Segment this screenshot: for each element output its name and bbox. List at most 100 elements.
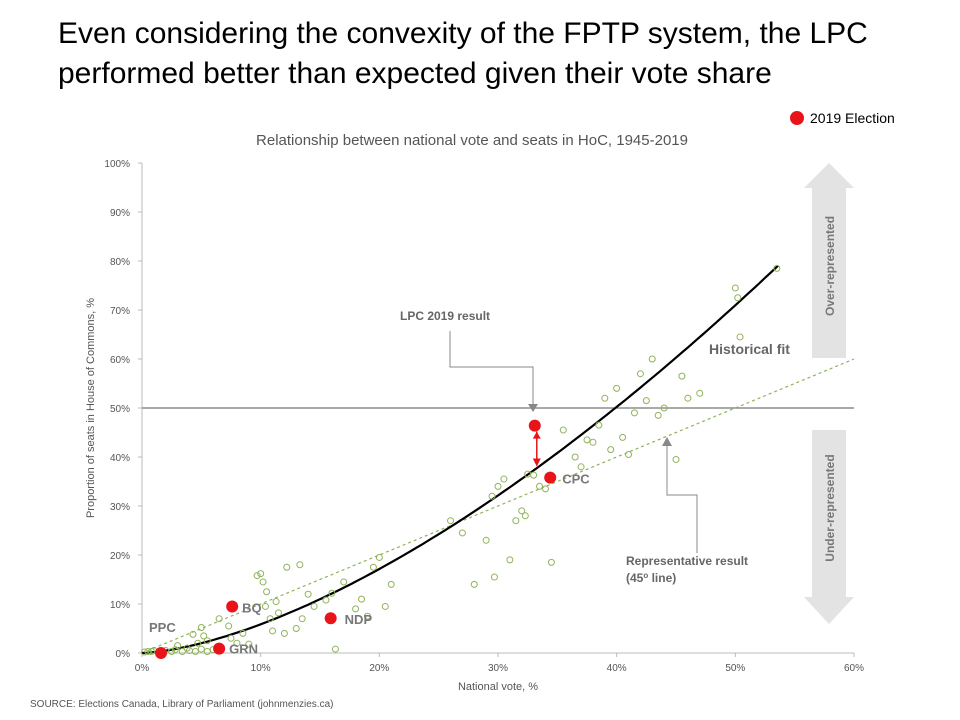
historical-points [140, 264, 781, 656]
representative-callout-arrowhead [662, 437, 672, 446]
historical-point [577, 463, 585, 471]
historical-point [328, 589, 336, 597]
historical-point [178, 648, 186, 656]
historical-point [636, 370, 644, 378]
historical-point [447, 517, 455, 525]
historical-point [322, 596, 330, 604]
party-point-ndp [324, 612, 337, 625]
party-point-bq [226, 600, 239, 613]
y-tick-label: 90% [110, 208, 130, 219]
historical-point [470, 580, 478, 588]
historical-point [506, 556, 514, 564]
historical-point [625, 451, 633, 459]
historical-point [547, 558, 555, 566]
party-point-cpc [544, 471, 557, 484]
headline: Even considering the convexity of the FP… [58, 17, 868, 90]
x-tick-label: 40% [607, 663, 627, 674]
historical-point [292, 625, 300, 632]
lpc-gap-arrowhead-down [532, 458, 541, 467]
historical-point [257, 570, 265, 578]
y-tick-label: 30% [110, 502, 130, 513]
y-axis-label: Proportion of seats in House of Commons,… [85, 298, 97, 518]
y-tick-label: 100% [104, 159, 130, 170]
x-tick-label: 60% [844, 663, 864, 674]
historical-point [197, 645, 205, 653]
historical-point [696, 389, 704, 397]
historical-point [261, 602, 269, 610]
representative-label: Representative result [626, 554, 748, 568]
historical-point [197, 624, 205, 632]
historical-point [283, 563, 291, 571]
historical-point [521, 512, 529, 520]
historical-point [684, 394, 692, 402]
historical-point [363, 612, 371, 620]
historical-point [488, 492, 496, 500]
party-points-2019: PPC GRN BQ NDP CPC [149, 419, 590, 659]
lpc-callout-line [449, 331, 534, 408]
historical-point [203, 637, 211, 645]
x-tick-label: 30% [488, 663, 508, 674]
party-point-lpc [528, 419, 541, 432]
historical-point [642, 397, 650, 405]
y-tick-label: 20% [110, 551, 130, 562]
party-label-cpc: CPC [562, 472, 590, 487]
party-point-grn [213, 642, 226, 655]
historical-point [654, 411, 662, 419]
historical-point [601, 394, 609, 402]
axes: 0% 10% 20% 30% 40% 50% 60% 70% 80% 90% 100% 0% 10% 20… [104, 159, 864, 674]
historical-point [263, 588, 271, 596]
historical-point [310, 602, 318, 610]
lpc-gap-arrowhead-up [532, 431, 541, 439]
historical-point [613, 384, 621, 392]
historical-point [583, 436, 591, 444]
historical-point [375, 553, 383, 561]
historical-point [200, 632, 208, 640]
historical-point [352, 605, 360, 613]
historical-point [253, 572, 261, 580]
lpc-result-label: LPC 2019 result [400, 309, 490, 323]
y-tick-label: 0% [116, 649, 131, 660]
historical-point [266, 615, 274, 623]
historical-point [225, 622, 233, 630]
historical-point [189, 630, 197, 638]
historical-point [296, 561, 304, 569]
historical-point [536, 482, 544, 490]
historical-point [512, 517, 520, 525]
representative-line [141, 358, 855, 654]
historical-point [168, 648, 176, 656]
historical-point [736, 333, 744, 341]
historical-point [191, 648, 199, 656]
source-note: SOURCE: Elections Canada, Library of Par… [30, 699, 334, 710]
over-represented-label: Over-represented [823, 216, 837, 316]
over-represented-arrow [804, 163, 854, 358]
historical-point [530, 471, 538, 479]
historical-point [494, 482, 502, 490]
historical-point [239, 629, 247, 637]
historical-point [482, 536, 490, 544]
historical-point [660, 404, 668, 412]
y-tick-label: 80% [110, 257, 130, 268]
historical-point [358, 595, 366, 603]
historical-point [215, 615, 223, 623]
party-point-ppc [154, 647, 167, 659]
historical-fit-label: Historical fit [709, 341, 790, 357]
historical-point [174, 642, 182, 650]
y-tick-label: 70% [110, 306, 130, 317]
historical-point [140, 648, 148, 656]
representative-label-line2: (45o line) [626, 571, 676, 585]
representative-callout-line [666, 443, 698, 553]
historical-point [607, 446, 615, 454]
historical-point [595, 421, 603, 429]
x-tick-label: 10% [251, 663, 271, 674]
historical-point [541, 485, 549, 493]
historical-point [731, 284, 739, 292]
historical-point [734, 294, 742, 302]
historical-point [259, 578, 267, 586]
x-tick-label: 0% [135, 663, 150, 674]
historical-fit-curve [141, 264, 779, 655]
historical-point [387, 580, 395, 588]
historical-point [490, 573, 498, 581]
historical-point [331, 645, 339, 653]
party-label-ppc: PPC [149, 620, 176, 635]
